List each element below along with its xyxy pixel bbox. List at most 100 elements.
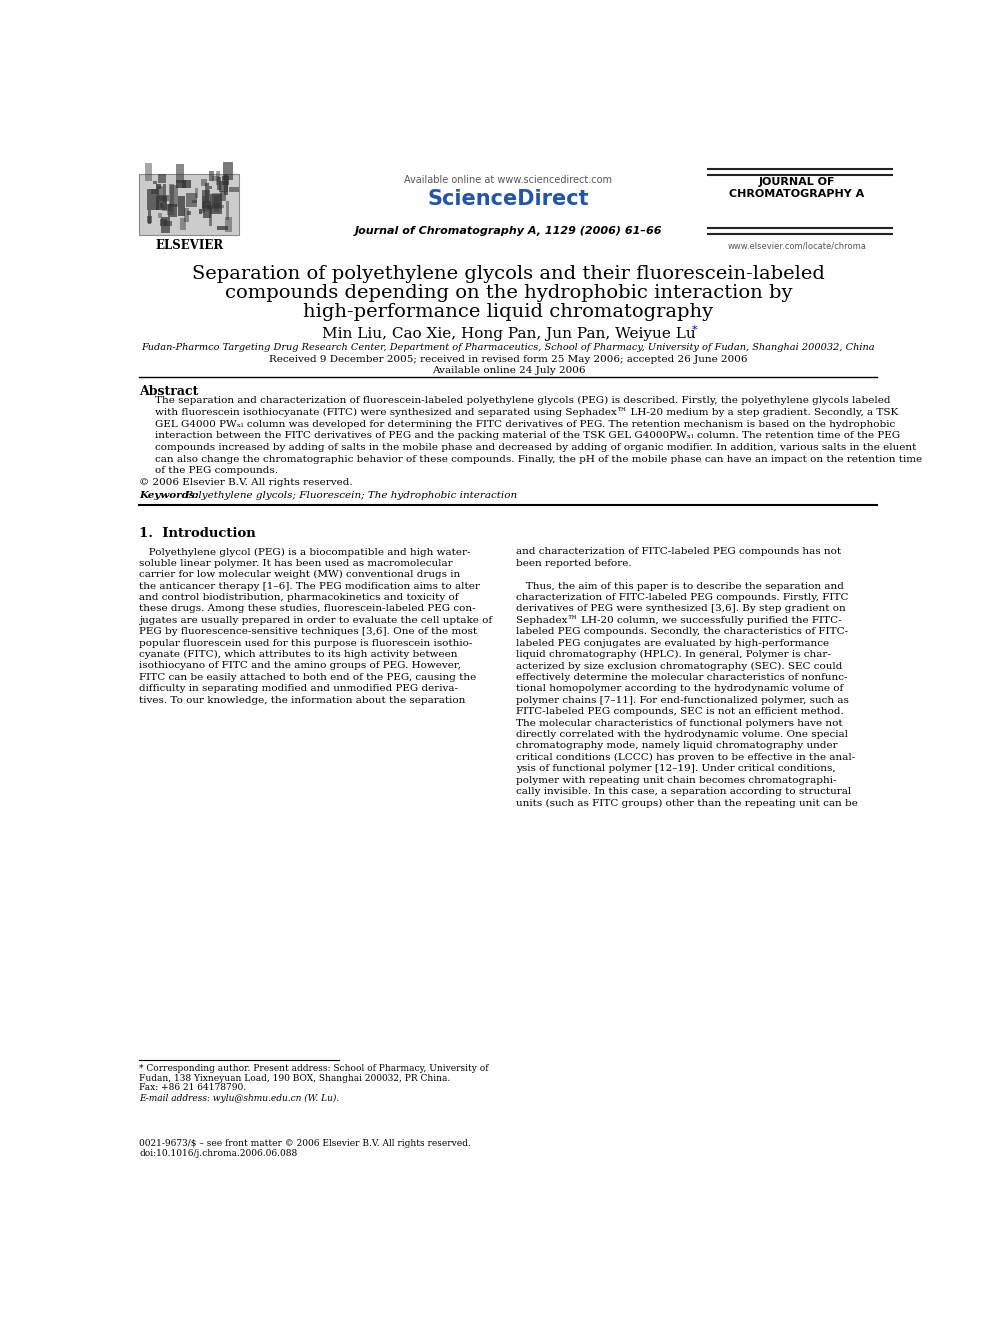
FancyBboxPatch shape	[180, 218, 186, 230]
Text: 1.  Introduction: 1. Introduction	[139, 527, 256, 540]
Text: characterization of FITC-labeled PEG compounds. Firstly, FITC: characterization of FITC-labeled PEG com…	[516, 593, 848, 602]
Text: Polyethylene glycols; Fluorescein; The hydrophobic interaction: Polyethylene glycols; Fluorescein; The h…	[180, 491, 518, 500]
FancyBboxPatch shape	[176, 180, 186, 188]
FancyBboxPatch shape	[147, 189, 159, 209]
Text: polymer chains [7–11]. For end-functionalized polymer, such as: polymer chains [7–11]. For end-functiona…	[516, 696, 849, 705]
Text: ELSEVIER: ELSEVIER	[156, 239, 223, 253]
Text: Polyethylene glycol (PEG) is a biocompatible and high water-: Polyethylene glycol (PEG) is a biocompat…	[139, 548, 471, 557]
Text: Abstract: Abstract	[139, 385, 198, 398]
FancyBboxPatch shape	[161, 217, 171, 233]
Text: PEG by fluorescence-sensitive techniques [3,6]. One of the most: PEG by fluorescence-sensitive techniques…	[139, 627, 477, 636]
FancyBboxPatch shape	[164, 184, 167, 204]
Text: critical conditions (LCCC) has proven to be effective in the anal-: critical conditions (LCCC) has proven to…	[516, 753, 855, 762]
FancyBboxPatch shape	[216, 172, 220, 185]
Text: interaction between the FITC derivatives of PEG and the packing material of the : interaction between the FITC derivatives…	[155, 431, 900, 441]
FancyBboxPatch shape	[211, 193, 222, 209]
Text: with fluorescein isothiocyanate (FITC) were synthesized and separated using Seph: with fluorescein isothiocyanate (FITC) w…	[155, 407, 898, 418]
FancyBboxPatch shape	[182, 180, 190, 188]
FancyBboxPatch shape	[199, 209, 202, 213]
Text: Available online 24 July 2006: Available online 24 July 2006	[432, 365, 585, 374]
Text: compounds depending on the hydrophobic interaction by: compounds depending on the hydrophobic i…	[224, 284, 793, 302]
FancyBboxPatch shape	[202, 201, 211, 218]
Text: effectively determine the molecular characteristics of nonfunc-: effectively determine the molecular char…	[516, 673, 847, 681]
Text: 0021-9673/$ – see front matter © 2006 Elsevier B.V. All rights reserved.: 0021-9673/$ – see front matter © 2006 El…	[139, 1139, 471, 1148]
FancyBboxPatch shape	[158, 213, 162, 218]
FancyBboxPatch shape	[201, 196, 205, 213]
Text: directly correlated with the hydrodynamic volume. One special: directly correlated with the hydrodynami…	[516, 730, 848, 740]
FancyBboxPatch shape	[216, 177, 221, 191]
FancyBboxPatch shape	[210, 193, 221, 214]
Text: E-mail address: wylu@shmu.edu.cn (W. Lu).: E-mail address: wylu@shmu.edu.cn (W. Lu)…	[139, 1094, 339, 1103]
Text: tives. To our knowledge, the information about the separation: tives. To our knowledge, the information…	[139, 696, 466, 705]
Text: CHROMATOGRAPHY A: CHROMATOGRAPHY A	[729, 189, 864, 200]
FancyBboxPatch shape	[186, 193, 197, 206]
Text: Available online at www.sciencedirect.com: Available online at www.sciencedirect.co…	[405, 175, 612, 185]
Text: ScienceDirect: ScienceDirect	[428, 189, 589, 209]
Text: *: *	[691, 325, 697, 335]
Text: ysis of functional polymer [12–19]. Under critical conditions,: ysis of functional polymer [12–19]. Unde…	[516, 765, 835, 773]
FancyBboxPatch shape	[212, 204, 220, 208]
FancyBboxPatch shape	[222, 176, 229, 185]
FancyBboxPatch shape	[192, 200, 197, 202]
FancyBboxPatch shape	[161, 202, 163, 208]
FancyBboxPatch shape	[202, 191, 210, 208]
FancyBboxPatch shape	[208, 205, 212, 226]
FancyBboxPatch shape	[220, 191, 226, 201]
Text: Sephadex™ LH-20 column, we successfully purified the FITC-: Sephadex™ LH-20 column, we successfully …	[516, 615, 842, 626]
Text: carrier for low molecular weight (MW) conventional drugs in: carrier for low molecular weight (MW) co…	[139, 570, 460, 579]
Text: jugates are usually prepared in order to evaluate the cell uptake of: jugates are usually prepared in order to…	[139, 615, 492, 624]
Text: Separation of polyethylene glycols and their fluorescein-labeled: Separation of polyethylene glycols and t…	[192, 265, 824, 283]
Text: of the PEG compounds.: of the PEG compounds.	[155, 467, 278, 475]
Text: labeled PEG conjugates are evaluated by high-performance: labeled PEG conjugates are evaluated by …	[516, 639, 829, 648]
FancyBboxPatch shape	[204, 184, 208, 201]
Text: the anticancer therapy [1–6]. The PEG modification aims to alter: the anticancer therapy [1–6]. The PEG mo…	[139, 582, 480, 590]
FancyBboxPatch shape	[223, 173, 228, 196]
Text: Journal of Chromatography A, 1129 (2006) 61–66: Journal of Chromatography A, 1129 (2006)…	[355, 226, 662, 235]
Text: Received 9 December 2005; received in revised form 25 May 2006; accepted 26 June: Received 9 December 2005; received in re…	[269, 356, 748, 364]
Text: Thus, the aim of this paper is to describe the separation and: Thus, the aim of this paper is to descri…	[516, 582, 844, 590]
FancyBboxPatch shape	[226, 201, 229, 220]
FancyBboxPatch shape	[139, 175, 239, 235]
Text: Fudan, 138 Yixneyuan Load, 190 BOX, Shanghai 200032, PR China.: Fudan, 138 Yixneyuan Load, 190 BOX, Shan…	[139, 1073, 450, 1082]
FancyBboxPatch shape	[156, 196, 167, 210]
FancyBboxPatch shape	[145, 163, 152, 181]
Text: cyanate (FITC), which attributes to its high activity between: cyanate (FITC), which attributes to its …	[139, 650, 458, 659]
FancyBboxPatch shape	[160, 220, 167, 226]
Text: The separation and characterization of fluorescein-labeled polyethylene glycols : The separation and characterization of f…	[155, 396, 890, 405]
FancyBboxPatch shape	[162, 204, 173, 212]
Text: and characterization of FITC-labeled PEG compounds has not: and characterization of FITC-labeled PEG…	[516, 548, 841, 557]
FancyBboxPatch shape	[169, 184, 174, 205]
Text: polymer with repeating unit chain becomes chromatographi-: polymer with repeating unit chain become…	[516, 775, 836, 785]
Text: © 2006 Elsevier B.V. All rights reserved.: © 2006 Elsevier B.V. All rights reserved…	[139, 478, 353, 487]
FancyBboxPatch shape	[186, 212, 190, 216]
FancyBboxPatch shape	[164, 221, 172, 226]
Text: cally invisible. In this case, a separation according to structural: cally invisible. In this case, a separat…	[516, 787, 851, 796]
Text: tional homopolymer according to the hydrodynamic volume of: tional homopolymer according to the hydr…	[516, 684, 843, 693]
Text: JOURNAL OF: JOURNAL OF	[759, 177, 835, 187]
FancyBboxPatch shape	[153, 181, 157, 184]
Text: liquid chromatography (HPLC). In general, Polymer is char-: liquid chromatography (HPLC). In general…	[516, 650, 831, 659]
FancyBboxPatch shape	[194, 188, 198, 198]
Text: been reported before.: been reported before.	[516, 558, 632, 568]
Text: and control biodistribution, pharmacokinetics and toxicity of: and control biodistribution, pharmacokin…	[139, 593, 459, 602]
FancyBboxPatch shape	[170, 185, 179, 206]
Text: chromatography mode, namely liquid chromatography under: chromatography mode, namely liquid chrom…	[516, 741, 837, 750]
Text: isothiocyano of FITC and the amino groups of PEG. However,: isothiocyano of FITC and the amino group…	[139, 662, 461, 671]
FancyBboxPatch shape	[214, 205, 224, 208]
FancyBboxPatch shape	[156, 184, 162, 189]
Text: The molecular characteristics of functional polymers have not: The molecular characteristics of functio…	[516, 718, 843, 728]
FancyBboxPatch shape	[168, 204, 177, 217]
Text: Fax: +86 21 64178790.: Fax: +86 21 64178790.	[139, 1082, 246, 1091]
FancyBboxPatch shape	[225, 217, 232, 232]
FancyBboxPatch shape	[214, 196, 219, 212]
Text: difficulty in separating modified and unmodified PEG deriva-: difficulty in separating modified and un…	[139, 684, 458, 693]
FancyBboxPatch shape	[223, 163, 233, 180]
FancyBboxPatch shape	[212, 176, 219, 181]
Text: * Corresponding author. Present address: School of Pharmacy, University of: * Corresponding author. Present address:…	[139, 1065, 489, 1073]
FancyBboxPatch shape	[219, 181, 228, 192]
Text: high-performance liquid chromatography: high-performance liquid chromatography	[304, 303, 713, 321]
Text: these drugs. Among these studies, fluorescein-labeled PEG con-: these drugs. Among these studies, fluore…	[139, 605, 476, 614]
FancyBboxPatch shape	[159, 175, 166, 183]
FancyBboxPatch shape	[148, 209, 151, 224]
Text: popular fluorescein used for this purpose is fluorescein isothio-: popular fluorescein used for this purpos…	[139, 639, 473, 648]
